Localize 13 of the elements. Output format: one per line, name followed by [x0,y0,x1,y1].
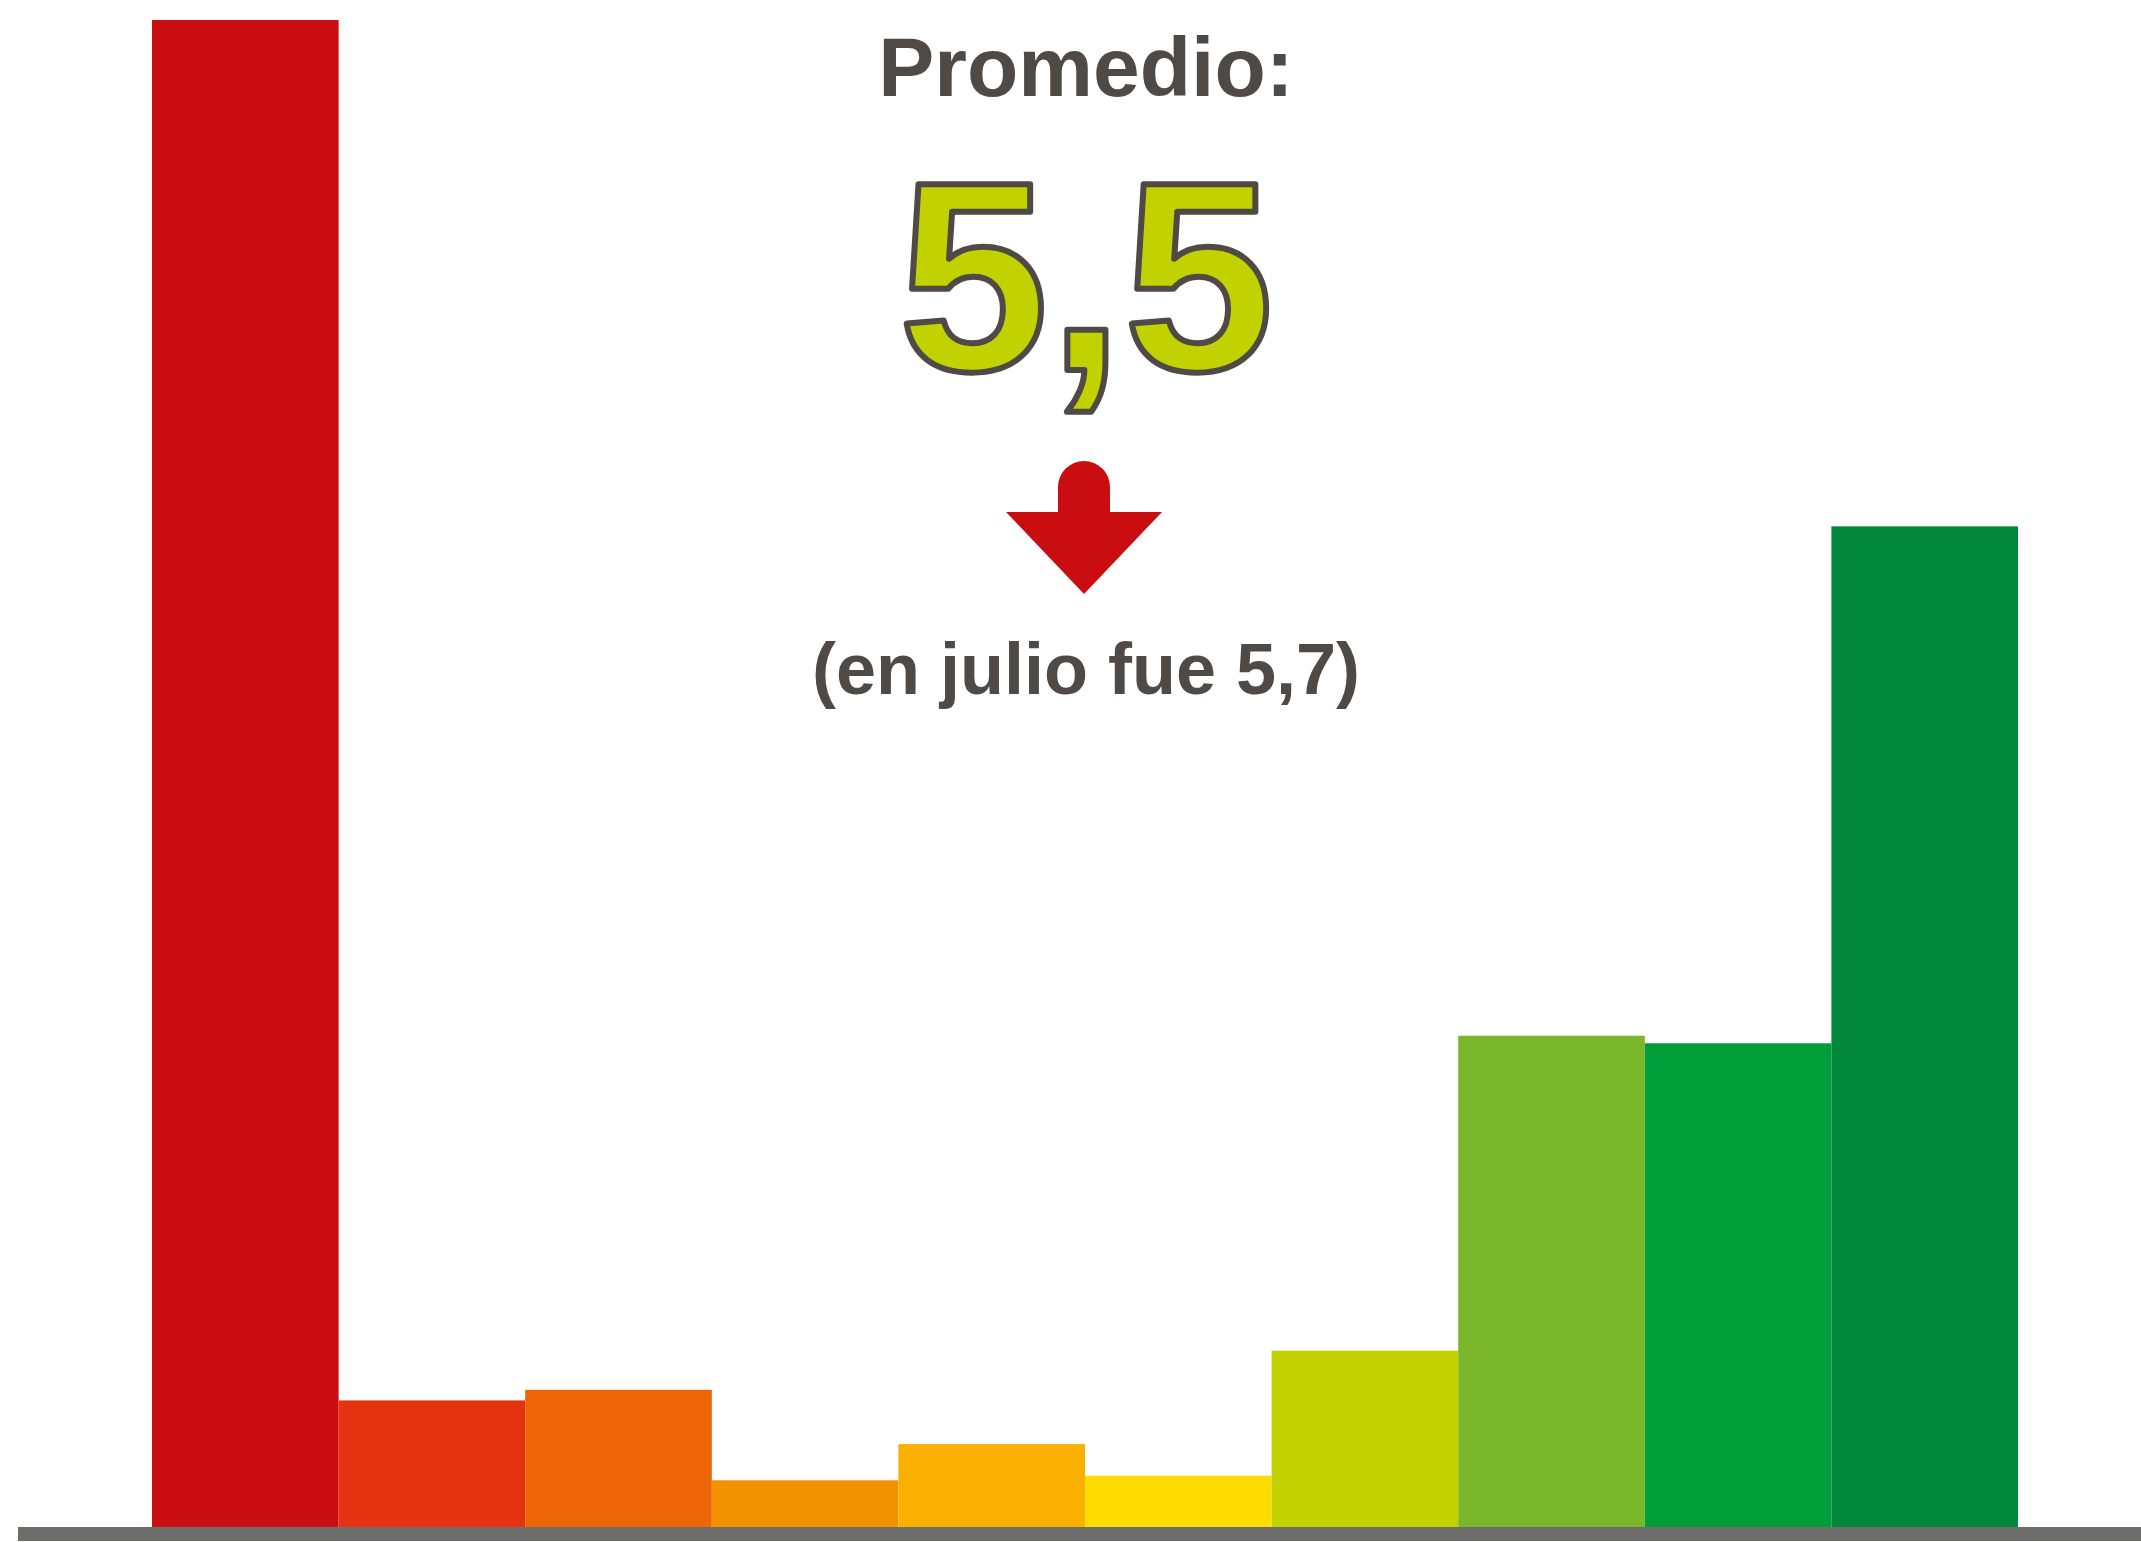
bar [1271,1350,1459,1527]
bar [1831,526,2018,1527]
bar [1458,1035,1645,1527]
annotation: (en julio fue 5,7) [811,629,1361,709]
bar [898,1444,1085,1527]
chart-subtitle: 5,5 [898,126,1274,427]
chart-title: Promedio: [878,20,1294,114]
bar [152,20,339,1527]
bar [1644,1043,1832,1527]
bar [711,1480,899,1527]
bar [1085,1475,1272,1527]
bar [338,1400,526,1527]
bar [525,1389,712,1527]
